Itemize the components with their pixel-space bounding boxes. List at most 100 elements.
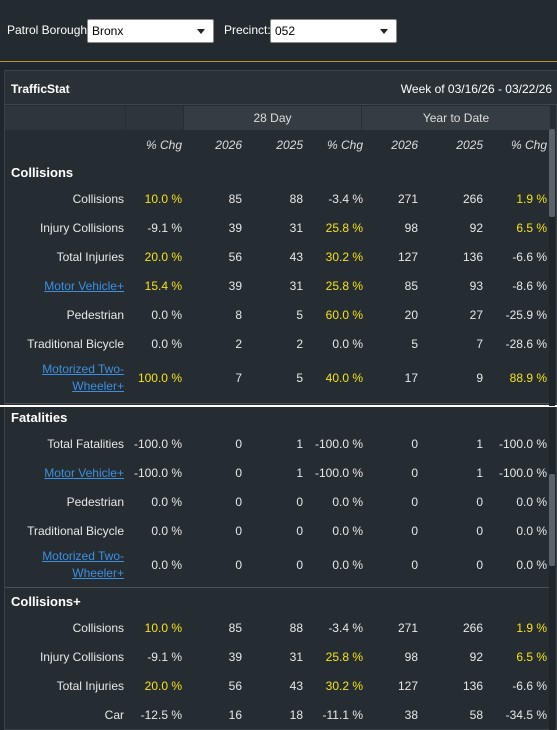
table-cell: 7 [235,371,242,385]
scrollbar-thumb[interactable] [549,474,555,566]
row-label-line: Motorized Two- [42,549,124,563]
table-cell: 100.0 % [137,371,182,385]
scrollbar-top[interactable] [549,129,555,406]
table-row: Injury Collisions -9.1 % 39 31 25.8 % 98 92 6.5… [5,214,550,243]
table-cell: 38 [404,708,418,722]
table-cell: 88 [289,192,303,206]
table-cell: 0.0 % [151,495,182,509]
table-cell: 271 [397,621,418,635]
table-cell: 2 [296,337,303,351]
table-row: Pedestrian 0.0 % 8 5 60.0 % 20 27 -25.9 % [5,301,550,330]
table-cell: 0 [235,437,242,451]
section-separator [5,587,550,588]
table-row: Motor Vehicle+ 15.4 % 39 31 25.8 % 85 93 -8.6 % [5,272,550,301]
table-cell: 0.0 % [332,495,363,509]
table-cell: 85 [404,279,418,293]
row-label-link[interactable]: Motor Vehicle+ [44,279,124,293]
table-cell: 30.2 % [325,250,363,264]
table-cell: 18 [289,708,303,722]
column-header: % Chg [510,138,547,152]
row-label: Injury Collisions [39,221,124,235]
table-cell: 5 [296,308,303,322]
table-cell: 31 [289,221,303,235]
row-label: Total Fatalities [47,437,124,451]
table-cell: 10.0 % [144,192,182,206]
table-cell: -3.4 % [328,621,363,635]
table-cell: 0 [476,558,483,572]
table-cell: 0 [411,437,418,451]
table-cell: -9.1 % [147,221,182,235]
table-cell: 0 [476,524,483,538]
row-label-link[interactable]: Motor Vehicle+ [44,466,124,480]
table-cell: 1 [476,437,483,451]
table-cell: 88.9 % [509,371,547,385]
table-cell: -25.9 % [505,308,547,322]
row-label-line: Motorized Two- [42,362,124,376]
table-cell: 25.8 % [325,650,363,664]
section-divider [0,405,557,407]
table-row: Motorized Two- Wheeler+ 0.0 % 0 0 0.0 % 0 0 0.0 … [5,546,550,584]
row-label: Collisions [72,192,124,206]
table-cell: 1.9 % [516,621,547,635]
table-row: Motor Vehicle+ -100.0 % 0 1 -100.0 % 0 1 -100.0… [5,459,550,488]
table-row: Total Fatalities -100.0 % 0 1 -100.0 % 0 1 -100… [5,430,550,459]
scrollbar-thumb[interactable] [549,129,555,217]
table-cell: -6.6 % [512,250,547,264]
table-cell: 1 [296,466,303,480]
table-row: Total Injuries 20.0 % 56 43 30.2 % 127 136 -6.6… [5,672,550,701]
borough-select[interactable]: Bronx [87,19,214,43]
table-row: Traditional Bicycle 0.0 % 2 2 0.0 % 5 7 -28.6 % [5,330,550,359]
section-separator [5,403,550,404]
table-cell: -100.0 % [314,437,363,451]
table-cell: 5 [411,337,418,351]
row-label: Car [104,708,124,722]
table-cell: 9 [476,371,483,385]
group-header-ytd: Year to Date [362,106,550,130]
table-cell: 10.0 % [144,621,182,635]
week-range: Week of 03/16/26 - 03/22/26 [400,82,552,96]
table-cell: 16 [228,708,242,722]
column-header: 2026 [215,138,242,152]
precinct-label: Precinct: [224,23,271,37]
table-cell: 88 [289,621,303,635]
row-label: Total Injuries [56,250,124,264]
table-row: Injury Collisions -9.1 % 39 31 25.8 % 98 92 6.5… [5,643,550,672]
table-cell: -12.5 % [140,708,182,722]
table-cell: 127 [397,679,418,693]
table-cell: 85 [228,192,242,206]
row-label-line: Wheeler+ [72,379,124,393]
table-cell: 20.0 % [144,250,182,264]
table-cell: 30.2 % [325,679,363,693]
table-cell: 0 [411,524,418,538]
table-cell: 7 [476,337,483,351]
table-cell: 0 [411,466,418,480]
table-cell: 0 [411,558,418,572]
table-cell: 20 [404,308,418,322]
precinct-value: 052 [275,24,296,38]
table-cell: 85 [228,621,242,635]
column-header: 2025 [456,138,483,152]
row-label-link[interactable]: Motorized Two- Wheeler+ [5,546,124,584]
table-cell: 60.0 % [325,308,363,322]
table-cell: 0 [235,495,242,509]
table-row: Motorized Two- Wheeler+ 100.0 % 7 5 40.0 % 17 9… [5,359,550,397]
table-cell: 40.0 % [325,371,363,385]
row-label: Traditional Bicycle [27,337,124,351]
row-label: Total Injuries [56,679,124,693]
table-cell: 20.0 % [144,679,182,693]
table-cell: -28.6 % [505,337,547,351]
table-cell: 5 [296,371,303,385]
table-cell: -8.6 % [512,279,547,293]
row-label-link[interactable]: Motorized Two- Wheeler+ [5,359,124,397]
table-cell: 0 [235,524,242,538]
table-cell: 27 [469,308,483,322]
column-header: % Chg [145,138,182,152]
table-cell: 92 [469,650,483,664]
table-cell: 0 [476,495,483,509]
scrollbar-bottom[interactable] [549,408,555,730]
section-title-collisions: Collisions [11,165,74,180]
table-cell: -11.1 % [322,708,363,722]
table-cell: 31 [289,650,303,664]
table-cell: 15.4 % [144,279,182,293]
precinct-select[interactable]: 052 [270,19,397,43]
